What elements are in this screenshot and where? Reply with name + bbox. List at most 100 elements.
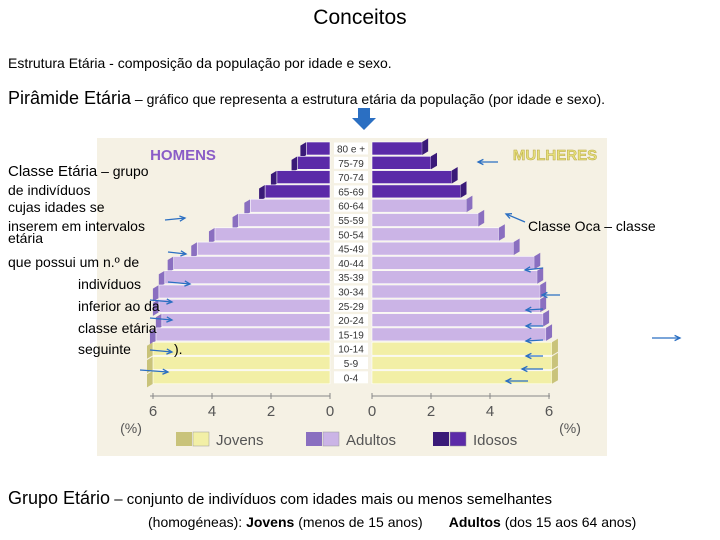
age-label-box — [334, 199, 368, 212]
pointer-arrow-icon — [525, 308, 544, 311]
text-classe-intro: – grupo — [97, 163, 149, 179]
age-label: 65-69 — [338, 187, 364, 198]
homens-bar-side — [244, 199, 251, 216]
definition-piramide: Pirâmide Etária – gráfico que representa… — [8, 88, 605, 109]
age-label: 40-44 — [338, 259, 364, 270]
x-tick-label-left: 2 — [267, 403, 275, 420]
mulheres-bar-side — [431, 152, 437, 170]
mulheres-bar-side — [551, 352, 558, 370]
homens-bar-side — [191, 242, 198, 259]
page-title: Conceitos — [313, 6, 407, 29]
homens-bar-side — [232, 213, 239, 231]
age-label-box — [334, 328, 368, 341]
age-label: 75-79 — [338, 159, 364, 170]
mulheres-bar-side — [460, 181, 467, 198]
pointer-arrow-icon — [139, 369, 169, 373]
homens-bar — [264, 184, 331, 199]
legend-swatch-dark — [176, 432, 192, 446]
text-grupo-pre: (homogéneas): — [148, 514, 247, 530]
x-tick-label-right: 2 — [427, 403, 435, 420]
legend-label: Idosos — [473, 432, 517, 449]
mulheres-bar-side — [466, 195, 473, 213]
homens-bar — [158, 298, 331, 313]
age-label: 25-29 — [338, 302, 364, 313]
mulheres-bar — [371, 184, 461, 199]
mulheres-bar — [371, 327, 547, 342]
age-label: 60-64 — [338, 202, 364, 213]
mulheres-bar-side — [478, 209, 485, 227]
mulheres-bar — [371, 256, 535, 270]
age-label-box — [334, 357, 368, 369]
mulheres-bar — [371, 313, 544, 327]
age-label-box — [334, 185, 368, 198]
definition-classe-oca: Classe Oca – classe — [528, 218, 656, 234]
mulheres-bar-side — [543, 310, 550, 327]
x-tick-label-left: 6 — [149, 403, 157, 420]
homens-bar — [152, 341, 331, 356]
homens-bar-side — [149, 327, 156, 345]
pointer-arrowhead-icon — [674, 334, 682, 342]
homens-bar-side — [270, 170, 277, 188]
age-label-box — [334, 256, 368, 269]
pointer-arrow-icon — [505, 213, 526, 223]
pointer-arrow-icon — [149, 349, 173, 353]
mulheres-bar-side — [534, 252, 541, 270]
homens-bar-side — [291, 156, 298, 173]
classe-line: ). — [174, 341, 183, 357]
mulheres-bar — [371, 227, 500, 242]
mulheres-label: MULHERES — [513, 147, 597, 164]
pointer-arrowhead-icon — [524, 306, 532, 313]
mulheres-bar — [371, 284, 541, 299]
text-grupo: – conjunto de indivíduos com idades mais… — [110, 491, 552, 508]
homens-bar — [196, 241, 331, 256]
age-label: 0-4 — [344, 373, 359, 384]
classe-line: classe etária — [78, 320, 157, 336]
pointer-arrowhead-icon — [180, 250, 188, 257]
mulheres-bar-side — [498, 224, 505, 241]
homens-bar-side — [259, 184, 266, 202]
pointer-arrowhead-icon — [523, 266, 531, 273]
age-label-box — [334, 314, 368, 327]
x-axis-label-left: (%) — [120, 420, 142, 436]
term-jovens: Jovens — [246, 514, 295, 530]
age-label: 55-59 — [338, 216, 364, 227]
age-label: 80 e + — [337, 145, 365, 156]
x-tick-label-right: 4 — [486, 403, 494, 420]
pointer-arrow-icon — [167, 251, 187, 255]
classe-line: inferior ao da — [78, 298, 160, 314]
pointer-arrowhead-icon — [524, 337, 532, 344]
mulheres-bar-side — [551, 367, 558, 384]
homens-bar — [297, 156, 331, 170]
homens-bar — [155, 327, 331, 342]
homens-label: HOMENS — [150, 147, 216, 164]
mulheres-bar — [371, 170, 452, 184]
age-label-box — [334, 342, 368, 355]
pointer-arrowhead-icon — [524, 352, 532, 360]
pointer-arrowhead-icon — [524, 322, 532, 330]
x-tick-label-left: 0 — [326, 403, 334, 420]
age-label: 50-54 — [338, 230, 364, 241]
classe-line: cujas idades se — [8, 199, 105, 215]
x-tick-label-right: 0 — [368, 403, 376, 420]
x-axis-label-right: (%) — [559, 420, 581, 436]
homens-bar-side — [300, 142, 307, 159]
mulheres-bar — [371, 370, 553, 385]
age-label: 10-14 — [338, 345, 364, 356]
pointer-arrowhead-icon — [520, 365, 528, 373]
term-grupo: Grupo Etário — [8, 488, 111, 508]
mulheres-bar-side — [537, 267, 544, 284]
pointer-arrowhead-icon — [162, 368, 170, 375]
pointer-arrow-icon — [167, 281, 191, 285]
pointer-arrowhead-icon — [166, 298, 174, 305]
legend-label: Jovens — [216, 432, 264, 449]
classe-line: indivíduos — [78, 276, 142, 292]
age-label-box — [334, 171, 368, 184]
mulheres-bar-side — [551, 338, 558, 356]
definition-grupo: Grupo Etário – conjunto de indivíduos co… — [8, 488, 552, 509]
x-tick-label-right: 6 — [545, 403, 553, 420]
text-piramide: – gráfico que representa a estrutura etá… — [131, 91, 606, 107]
mulheres-bar-side — [451, 167, 458, 184]
age-label: 70-74 — [338, 173, 364, 184]
pointer-arrowhead-icon — [166, 316, 174, 323]
homens-bar — [276, 170, 331, 184]
